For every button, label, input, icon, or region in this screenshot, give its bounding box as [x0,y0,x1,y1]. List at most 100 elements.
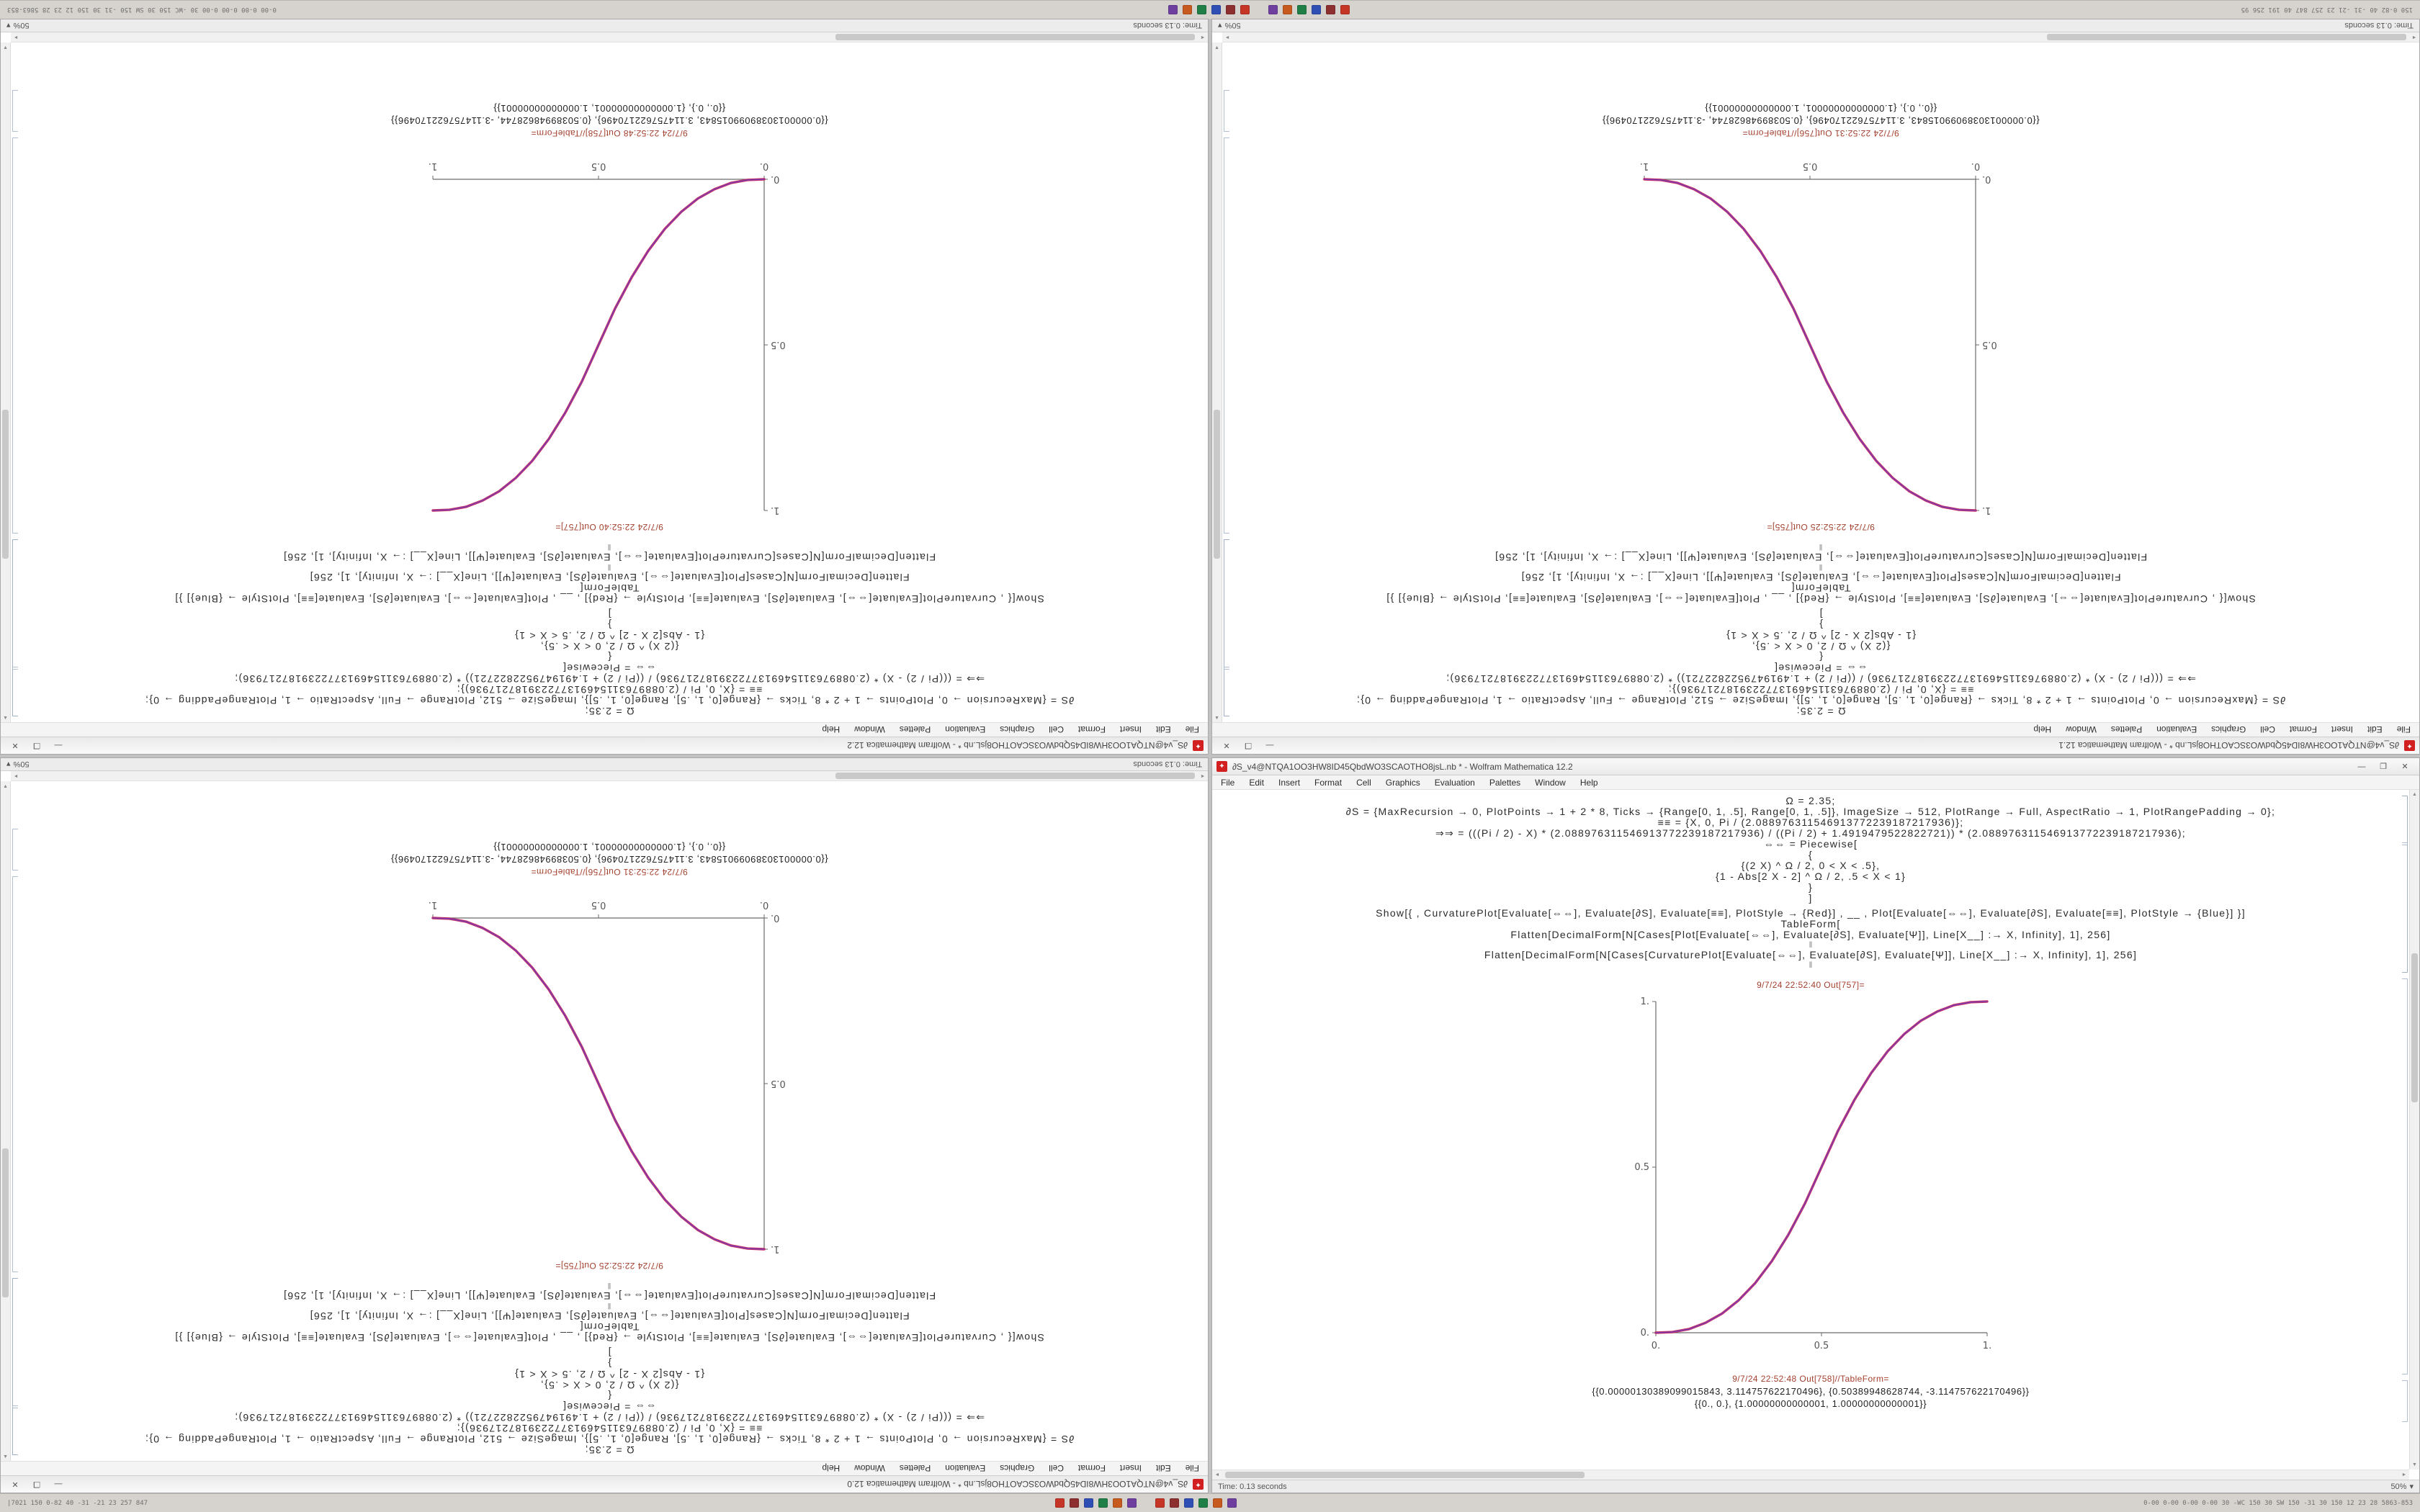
input-cell[interactable]: ≡≡ = {X, 0, Pi / (2.08897631154691377223… [456,684,763,696]
input-cell[interactable]: Show[{ , CurvaturePlot[Evaluate[⇔⇔], Eva… [1376,907,2246,919]
cell-bracket[interactable] [2402,978,2408,1374]
input-cell[interactable]: ⇔⇔ = Piecewise[ [1773,662,1868,674]
input-cell[interactable]: TableForm[ [579,582,640,594]
horizontal-scroll-thumb[interactable] [835,34,1195,40]
menu-item-file[interactable]: File [1221,777,1235,788]
input-cell[interactable]: {1 - Abs[2 X - 2] ^ Ω / 2, .5 < X < 1} [1725,630,1917,642]
input-cell[interactable]: ∂S = {MaxRecursion → 0, PlotPoints → 1 +… [1355,695,2286,706]
scroll-up-icon[interactable]: ▲ [3,715,8,720]
taskbar-app-icon[interactable] [1196,5,1206,14]
input-cell[interactable]: TableForm[ [1791,582,1851,594]
scroll-left-icon[interactable]: ◄ [1200,773,1206,778]
input-cell[interactable]: { [607,652,611,663]
taskbar-app-icon[interactable] [1155,1498,1165,1508]
cell-bracket[interactable] [2402,845,2408,973]
window-titlebar[interactable]: ✦ ∂S_v4@NTQA1OO3HW8ID45QbdWO3SCAOTHO8jsL… [1,737,1208,754]
scroll-down-icon[interactable]: ▼ [2412,1462,2417,1467]
cell-separator[interactable]: ‖ [1819,542,1823,552]
taskbar-app-icon[interactable] [1225,5,1235,14]
taskbar-app-icon[interactable] [1311,5,1321,14]
input-cell[interactable]: {(2 X) ^ Ω / 2, 0 < X < .5}, [1751,641,1891,652]
input-cell[interactable]: Flatten[DecimalForm[N[Cases[Plot[Evaluat… [1520,572,2121,583]
menu-item-insert[interactable]: Insert [1278,777,1301,788]
menu-item-graphics[interactable]: Graphics [2211,724,2246,735]
horizontal-scrollbar[interactable]: ◄ ► [1212,1470,2409,1480]
taskbar-app-icon[interactable] [1211,5,1221,14]
cell-bracket[interactable] [12,876,18,1272]
menu-item-window[interactable]: Window [1535,777,1566,788]
input-cell[interactable]: } [607,1358,611,1369]
input-cell[interactable]: ≡≡ = {X, 0, Pi / (2.08897631154691377223… [1657,816,1964,828]
input-cell[interactable]: Ω = 2.35; [584,706,635,717]
input-cell[interactable]: ⇒⇒ = (((Pi / 2) - X) * (2.08897631154691… [234,673,985,685]
input-cell[interactable]: ∂S = {MaxRecursion → 0, PlotPoints → 1 +… [144,695,1075,706]
menu-item-evaluation[interactable]: Evaluation [945,724,986,735]
input-cell[interactable]: Flatten[DecimalForm[N[Cases[Plot[Evaluat… [309,1310,910,1322]
menu-item-format[interactable]: Format [1077,724,1106,735]
menu-item-window[interactable]: Window [854,724,885,735]
cell-bracket[interactable] [12,1408,18,1455]
cell-separator[interactable]: ‖ [607,562,611,572]
input-cell[interactable]: Flatten[DecimalForm[N[Cases[CurvaturePlo… [282,1290,936,1302]
magnification-control[interactable]: 50% ▾ [1218,21,1241,30]
menu-item-palettes[interactable]: Palettes [1489,777,1521,788]
cell-bracket[interactable] [12,539,18,667]
horizontal-scrollbar[interactable]: ◄ ► [1222,32,2419,42]
menu-item-format[interactable]: Format [1314,777,1343,788]
horizontal-scroll-thumb[interactable] [2047,34,2406,40]
menu-item-help[interactable]: Help [822,724,841,735]
menu-item-graphics[interactable]: Graphics [1000,724,1035,735]
taskbar-app-icon[interactable] [1340,5,1350,14]
vertical-scroll-thumb[interactable] [2,1148,9,1298]
menu-item-file[interactable]: File [1185,724,1199,735]
window-titlebar[interactable]: ✦ ∂S_v4@NTQA1OO3HW8ID45QbdWO3SCAOTHO8jsL… [1212,758,2419,775]
taskbar-app-icon[interactable] [1282,5,1292,14]
input-cell[interactable]: Ω = 2.35; [1796,706,1846,717]
taskbar-app-icon[interactable] [1182,5,1192,14]
taskbar-app-icon[interactable] [1083,1498,1093,1508]
cell-bracket[interactable] [2402,796,2408,843]
vertical-scroll-thumb[interactable] [1214,409,1220,559]
cell-bracket[interactable] [1224,539,1229,667]
maximize-button[interactable]: ❐ [33,1480,40,1488]
horizontal-scrollbar[interactable]: ◄ ► [11,771,1208,781]
magnification-control[interactable]: 50% ▾ [6,760,30,769]
cell-bracket[interactable] [12,138,18,534]
vertical-scroll-thumb[interactable] [2,409,9,559]
horizontal-scrollbar[interactable]: ◄ ► [11,32,1208,42]
input-cell[interactable]: Flatten[DecimalForm[N[Cases[Plot[Evaluat… [309,572,910,583]
menu-item-edit[interactable]: Edit [1249,777,1265,788]
menu-item-evaluation[interactable]: Evaluation [2156,724,2197,735]
menu-item-cell[interactable]: Cell [1049,1463,1064,1474]
close-button[interactable]: ✕ [12,1480,19,1488]
scroll-up-icon[interactable]: ▲ [3,1454,8,1459]
input-cell[interactable]: Flatten[DecimalForm[N[Cases[CurvaturePlo… [282,552,936,563]
cell-separator[interactable]: ‖ [607,1281,611,1291]
scroll-down-icon[interactable]: ▼ [3,783,8,788]
scroll-up-icon[interactable]: ▲ [1214,715,1219,720]
menu-item-help[interactable]: Help [2033,724,2052,735]
taskbar-app-icon[interactable] [1212,1498,1222,1508]
menu-item-window[interactable]: Window [854,1463,885,1474]
scroll-down-icon[interactable]: ▼ [1214,45,1219,50]
input-cell[interactable]: ∂S = {MaxRecursion → 0, PlotPoints → 1 +… [1345,806,2276,817]
input-cell[interactable]: Ω = 2.35; [584,1444,635,1456]
close-button[interactable]: ✕ [12,741,19,750]
taskbar-app-icon[interactable] [1112,1498,1122,1508]
scroll-right-icon[interactable]: ► [2401,1472,2407,1477]
input-cell[interactable]: { [607,1390,611,1402]
minimize-button[interactable]: — [54,741,63,750]
input-cell[interactable]: Ω = 2.35; [1785,795,1836,806]
input-cell[interactable]: ⇒⇒ = (((Pi / 2) - X) * (2.08897631154691… [1435,827,2186,839]
input-cell[interactable]: Show[{ , CurvaturePlot[Evaluate[⇔⇔], Eva… [174,593,1044,605]
input-cell[interactable]: {(2 X) ^ Ω / 2, 0 < X < .5}, [539,641,679,652]
taskbar-app-icon[interactable] [1183,1498,1193,1508]
cell-separator[interactable]: ‖ [607,542,611,552]
input-cell[interactable]: {1 - Abs[2 X - 2] ^ Ω / 2, .5 < X < 1} [514,1369,705,1380]
input-cell[interactable]: ] [607,608,611,620]
minimize-button[interactable]: — [54,1480,63,1489]
input-cell[interactable]: Flatten[DecimalForm[N[Cases[CurvaturePlo… [1494,552,2148,563]
taskbar-app-icon[interactable] [1098,1498,1108,1508]
window-titlebar[interactable]: ✦ ∂S_v4@NTQA1OO3HW8ID45QbdWO3SCAOTHO8jsL… [1,1475,1208,1493]
taskbar-app-icon[interactable] [1168,5,1178,14]
